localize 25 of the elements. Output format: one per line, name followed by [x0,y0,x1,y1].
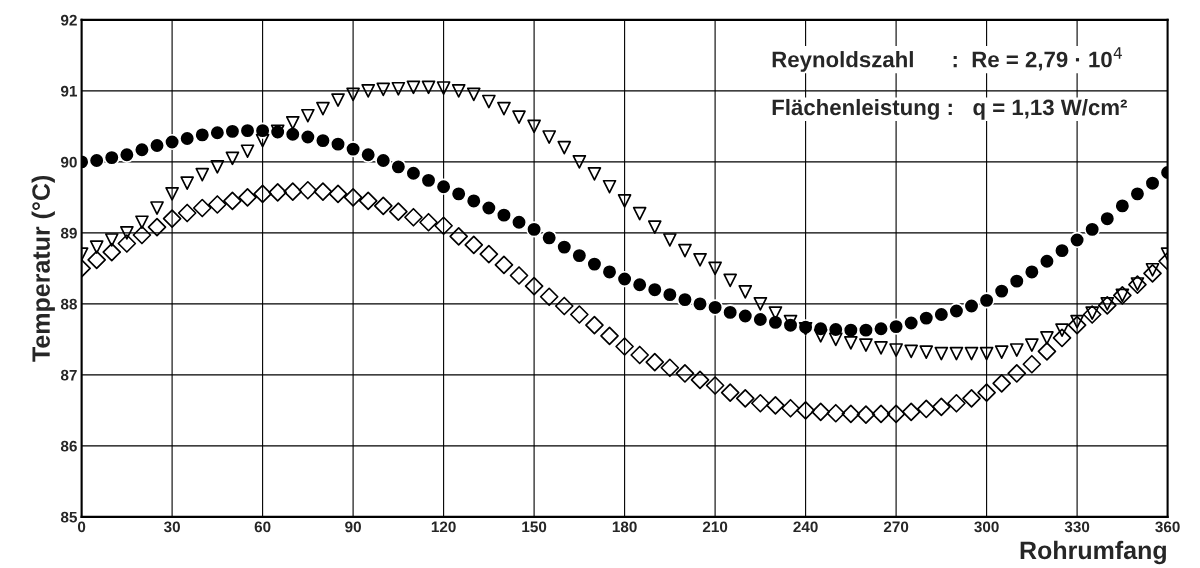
x-tick-label: 180 [612,521,637,533]
y-axis-title: Temperatur (°C) [31,175,55,362]
x-tick-label: 0 [77,521,86,533]
x-axis-title: Rohrumfang [1020,540,1166,565]
y-tick-label: 90 [60,156,77,168]
x-tick-label: 270 [883,521,909,533]
y-tick-label: 88 [60,298,77,310]
annotation: Reynoldszahl : Re = 2,79 · 10$^{4}$ [772,47,1122,72]
y-tick-label: 86 [60,440,77,452]
x-tick-label: 240 [793,521,818,533]
y-tick-label: 85 [60,511,78,523]
x-tick-label: 360 [1155,521,1180,533]
x-tick-label: 30 [163,521,180,533]
x-tick-label: 150 [522,521,547,533]
y-tick-label: 91 [60,85,78,97]
x-tick-label: 330 [1064,521,1090,533]
x-tick-label: 300 [974,521,999,533]
y-tick-label: 89 [60,227,77,239]
y-tick-label: 92 [60,14,77,26]
annotation: Flächenleistung : q = 1,13 W/cm² [772,98,1127,120]
x-tick-label: 60 [254,521,271,533]
y-tick-label: 87 [60,369,77,381]
x-tick-label: 120 [431,521,456,533]
x-tick-label: 210 [702,521,728,533]
x-tick-label: 90 [345,521,361,533]
